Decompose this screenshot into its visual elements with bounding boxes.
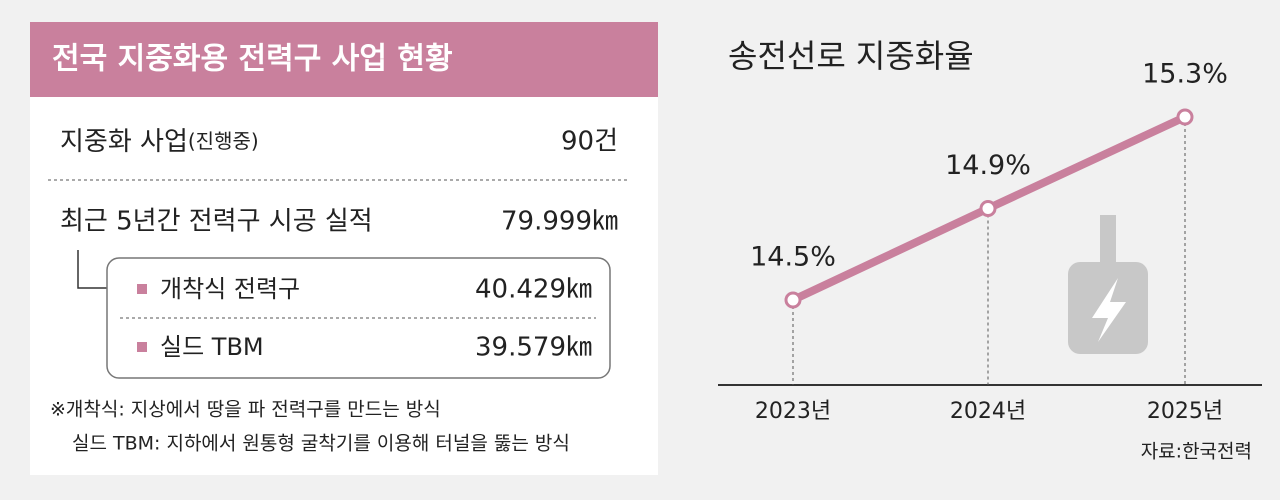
point bbox=[979, 200, 997, 217]
point bbox=[1176, 108, 1194, 126]
sub-value: 40.429㎞ bbox=[475, 275, 592, 305]
sub-label: 개착식 전력구 bbox=[160, 275, 300, 303]
row-label-text: 지중화 사업 bbox=[60, 127, 188, 157]
value-label: 15.3% bbox=[1142, 59, 1228, 90]
sub-box bbox=[106, 257, 611, 379]
x-tick-label: 2023년 bbox=[755, 399, 831, 424]
row-value: 79.999㎞ bbox=[501, 207, 618, 237]
bullet bbox=[137, 342, 147, 352]
row-value: 90건 bbox=[561, 127, 618, 157]
sub-label: 실드 TBM bbox=[160, 333, 264, 361]
bracket bbox=[77, 250, 107, 289]
x-tick-label: 2025년 bbox=[1147, 399, 1223, 424]
x-tick-label: 2024년 bbox=[950, 399, 1026, 424]
panel bbox=[30, 22, 658, 475]
panel-title: 전국 지중화용 전력구 사업 현황 bbox=[52, 42, 453, 77]
chart-title: 송전선로 지중화율 bbox=[728, 37, 974, 75]
point bbox=[784, 291, 802, 309]
value-label: 14.5% bbox=[750, 242, 836, 273]
sub-value: 39.579㎞ bbox=[475, 333, 592, 363]
source: 자료:한국전력 bbox=[1141, 441, 1252, 463]
row-label: 최근 5년간 전력구 시공 실적 bbox=[60, 207, 373, 237]
footnote: ※개착식: 지상에서 땅을 파 전력구를 만드는 방식 bbox=[50, 399, 441, 421]
row-note: (진행중) bbox=[188, 129, 259, 153]
row-label: 지중화 사업(진행중) bbox=[60, 127, 259, 157]
panel-header bbox=[30, 22, 658, 97]
bullet bbox=[137, 284, 147, 294]
footnote: 실드 TBM: 지하에서 원통형 굴착기를 이용해 터널을 뚫는 방식 bbox=[72, 433, 570, 455]
power-icon bbox=[1068, 215, 1148, 354]
value-label: 14.9% bbox=[945, 150, 1031, 181]
